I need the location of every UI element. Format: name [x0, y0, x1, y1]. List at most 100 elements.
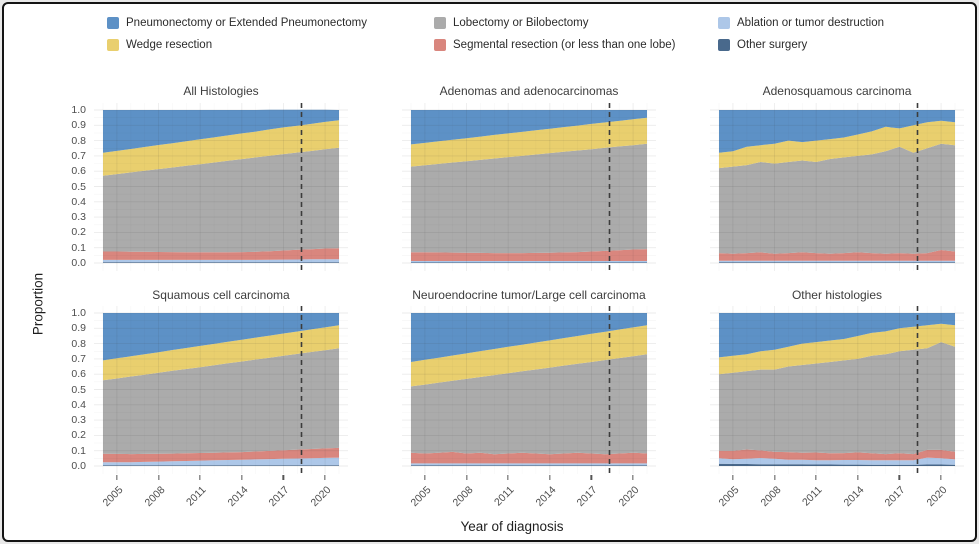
x-tick-label: 2017 [882, 484, 908, 510]
y-tick-label: 0.3 [71, 414, 86, 427]
x-tick-mark [241, 475, 243, 480]
panel-title-all-histologies: All Histologies [183, 84, 259, 98]
x-axis-ticks-col3: 2005 2008 2011 2014 2017 2020 [710, 475, 964, 521]
x-tick-mark [507, 475, 509, 480]
pneumonectomy-swatch-icon [107, 17, 119, 29]
stacked-area-chart [402, 103, 656, 271]
x-tick-label: 2020 [924, 484, 950, 510]
panel-title-squamous: Squamous cell carcinoma [152, 288, 290, 302]
wedge-swatch-icon [107, 39, 119, 51]
y-tick-label: 0.4 [71, 398, 86, 411]
x-tick-label: 2017 [574, 484, 600, 510]
legend-item-segmental: Segmental resection (or less than one lo… [434, 34, 718, 56]
x-tick-mark [815, 475, 817, 480]
x-tick-label: 2014 [841, 484, 867, 510]
ablation-swatch-icon [718, 17, 730, 29]
y-axis-ticks-row2: 1.0 0.9 0.8 0.7 0.6 0.5 0.4 0.3 0.2 0.1 0.0 [56, 306, 90, 474]
legend-label: Other surgery [737, 39, 808, 51]
panel-adenomas [402, 103, 656, 271]
x-tick-mark [116, 475, 118, 480]
y-tick-label: 0.5 [71, 383, 86, 396]
y-tick-label: 0.3 [71, 211, 86, 224]
stacked-area-chart [94, 306, 348, 474]
x-tick-mark [632, 475, 634, 480]
x-axis-title: Year of diagnosis [460, 519, 564, 534]
x-tick-label: 2008 [757, 484, 784, 510]
panel-neuroendocrine [402, 306, 656, 474]
x-tick-mark [590, 475, 593, 480]
y-tick-label: 0.9 [71, 322, 86, 335]
y-tick-label: 0.4 [71, 195, 86, 208]
legend-label: Ablation or tumor destruction [737, 17, 885, 29]
stacked-area-chart [710, 306, 964, 474]
lobectomy-swatch-icon [434, 17, 446, 29]
x-tick-label: 2005 [408, 484, 434, 510]
x-tick-label: 2005 [100, 484, 126, 510]
x-tick-mark [324, 475, 326, 480]
stacked-area-chart [402, 306, 656, 474]
x-tick-mark [732, 475, 734, 480]
legend-label: Lobectomy or Bilobectomy [453, 17, 589, 29]
x-tick-label: 2017 [266, 484, 292, 510]
x-tick-label: 2011 [492, 484, 517, 509]
x-tick-mark [282, 475, 285, 480]
x-tick-label: 2011 [184, 484, 209, 509]
x-tick-mark [157, 475, 160, 480]
x-tick-label: 2014 [225, 484, 251, 510]
y-tick-label: 0.0 [71, 257, 86, 269]
legend-item-wedge: Wedge resection [107, 34, 434, 56]
y-tick-label: 0.6 [71, 165, 86, 178]
x-tick-label: 2020 [308, 484, 334, 510]
y-tick-label: 1.0 [71, 104, 86, 116]
other-surgery-swatch-icon [718, 39, 730, 51]
y-axis-ticks-row1: 1.0 0.9 0.8 0.7 0.6 0.5 0.4 0.3 0.2 0.1 0.0 [56, 103, 90, 271]
legend-item-lobectomy: Lobectomy or Bilobectomy [434, 12, 718, 34]
y-tick-label: 1.0 [71, 307, 86, 319]
panel-adenosquamous [710, 103, 964, 271]
panel-title-adenosquamous: Adenosquamous carcinoma [762, 84, 912, 98]
y-tick-label: 0.0 [71, 460, 86, 472]
stacked-area-chart [710, 103, 964, 271]
y-tick-label: 0.2 [71, 429, 86, 442]
x-tick-label: 2011 [800, 484, 825, 509]
y-tick-label: 0.7 [71, 352, 86, 365]
legend-label: Segmental resection (or less than one lo… [453, 39, 676, 51]
legend-label: Wedge resection [126, 39, 213, 51]
y-tick-label: 0.8 [71, 134, 86, 147]
x-axis-ticks-col1: 2005 2008 2011 2014 2017 2020 [94, 475, 348, 521]
x-axis-ticks-col2: 2005 2008 2011 2014 2017 2020 [402, 475, 656, 521]
stacked-area-chart [94, 103, 348, 271]
legend-label: Pneumonectomy or Extended Pneumonectomy [126, 17, 367, 29]
x-tick-label: 2020 [616, 484, 642, 510]
legend: Pneumonectomy or Extended Pneumonectomy … [107, 12, 884, 56]
panel-title-adenomas: Adenomas and adenocarcinomas [439, 84, 619, 98]
x-tick-mark [465, 475, 468, 480]
panel-other-histologies [710, 306, 964, 474]
segmental-swatch-icon [434, 39, 446, 51]
y-tick-label: 0.5 [71, 180, 86, 193]
panel-all-histologies [94, 103, 348, 271]
y-tick-label: 0.1 [71, 241, 86, 254]
panel-squamous [94, 306, 348, 474]
y-tick-label: 0.6 [71, 368, 86, 381]
panel-title-other-histologies: Other histologies [791, 288, 883, 302]
legend-item-pneumonectomy: Pneumonectomy or Extended Pneumonectomy [107, 12, 434, 34]
x-tick-mark [857, 475, 859, 480]
x-tick-mark [773, 475, 776, 480]
x-tick-mark [549, 475, 551, 480]
y-tick-label: 0.8 [71, 337, 86, 350]
y-tick-label: 0.7 [71, 149, 86, 162]
panel-title-neuroendocrine: Neuroendocrine tumor/Large cell carcinom… [412, 288, 646, 302]
x-tick-label: 2005 [716, 484, 742, 510]
y-tick-label: 0.9 [71, 119, 86, 132]
x-tick-label: 2008 [449, 484, 476, 510]
x-tick-mark [898, 475, 901, 480]
x-tick-mark [940, 475, 942, 480]
x-tick-label: 2014 [533, 484, 559, 510]
y-tick-label: 0.2 [71, 226, 86, 239]
x-tick-label: 2008 [141, 484, 168, 510]
x-tick-mark [424, 475, 426, 480]
legend-item-ablation: Ablation or tumor destruction [718, 12, 884, 34]
legend-item-other-surgery: Other surgery [718, 34, 884, 56]
